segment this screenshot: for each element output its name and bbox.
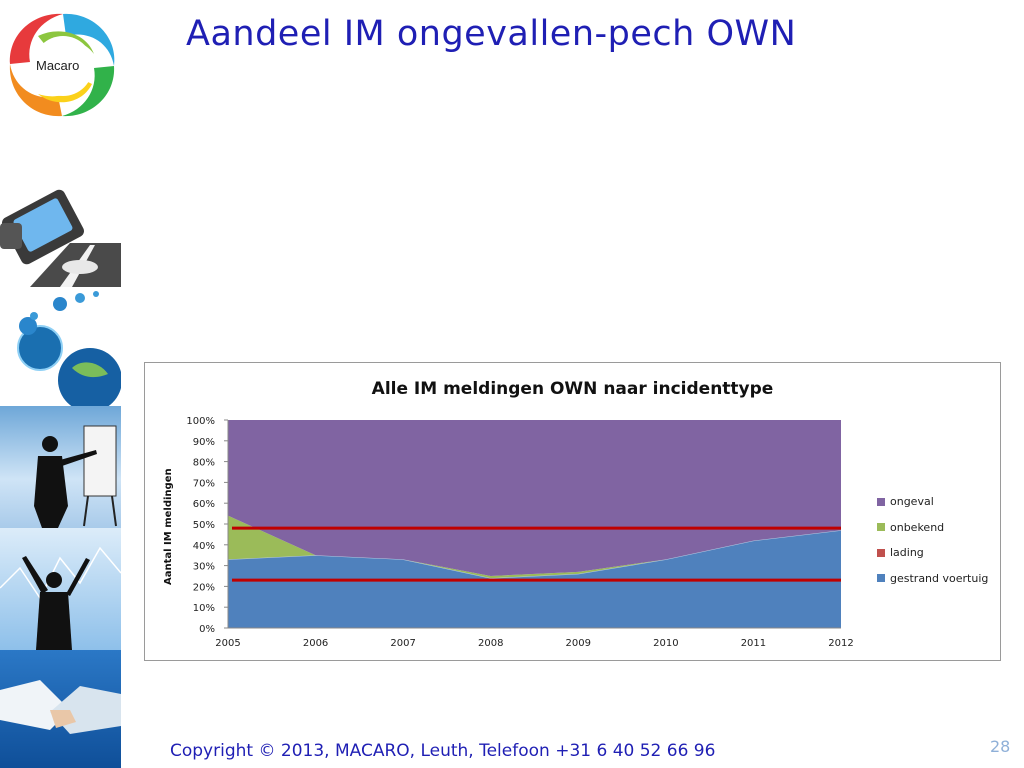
cheering-man-image [0,528,121,650]
y-tick-label: 100% [186,416,215,427]
logo-text: Macaro [36,58,80,73]
y-tick-label: 10% [193,603,215,614]
chart-area: Alle IM meldingen OWN naar incidenttype … [144,362,1001,661]
legend-label: ongeval [890,495,934,509]
y-axis-label: Aantal IM meldingen [163,468,174,585]
area-series-ongeval [228,420,841,576]
legend-label: lading [890,546,924,560]
y-tick-label: 30% [193,562,215,573]
legend-label: gestrand voertuig [890,571,989,585]
handshake-image [0,650,121,768]
x-tick-label: 2007 [390,638,415,649]
presenter-image [0,406,121,528]
page-number: 28 [990,737,1011,756]
y-tick-label: 20% [193,582,215,593]
legend-item-gestrand-voertuig: gestrand voertuig [877,566,988,592]
x-tick-label: 2011 [741,638,766,649]
slide-title: Aandeel IM ongevallen-pech OWN [186,14,797,54]
x-tick-label: 2010 [653,638,678,649]
legend-swatch [877,574,885,583]
copyright-text: Copyright © 2013, MACARO, Leuth, Telefoo… [170,741,716,761]
chart-title: Alle IM meldingen OWN naar incidenttype [371,379,774,399]
x-tick-label: 2008 [478,638,503,649]
legend-item-lading: lading [877,540,988,566]
legend-swatch [877,497,885,506]
y-tick-label: 40% [193,541,215,552]
globes-image [0,288,121,406]
chart-plot: 0% 10% 20% 30% 40% 50% 60% 70% 80% 90% 100% 2005 200… [186,416,853,649]
legend-swatch [877,523,885,532]
x-tick-label: 2006 [303,638,328,649]
y-tick-label: 70% [193,478,215,489]
y-tick-label: 80% [193,458,215,469]
y-tick-label: 60% [193,499,215,510]
x-tick-label: 2009 [566,638,591,649]
mobile-phone-road-image [0,183,121,287]
legend-item-ongeval: ongeval [877,489,988,515]
legend-label: onbekend [890,520,945,534]
x-tick-label: 2005 [215,638,240,649]
legend-item-onbekend: onbekend [877,515,988,541]
y-tick-label: 0% [199,624,215,635]
legend-swatch [877,548,885,557]
y-tick-label: 90% [193,437,215,448]
chart-legend: ongeval onbekend lading gestrand voertuig [877,489,988,591]
macaro-logo: Macaro [2,6,124,122]
x-tick-label: 2012 [828,638,853,649]
y-tick-label: 50% [193,520,215,531]
